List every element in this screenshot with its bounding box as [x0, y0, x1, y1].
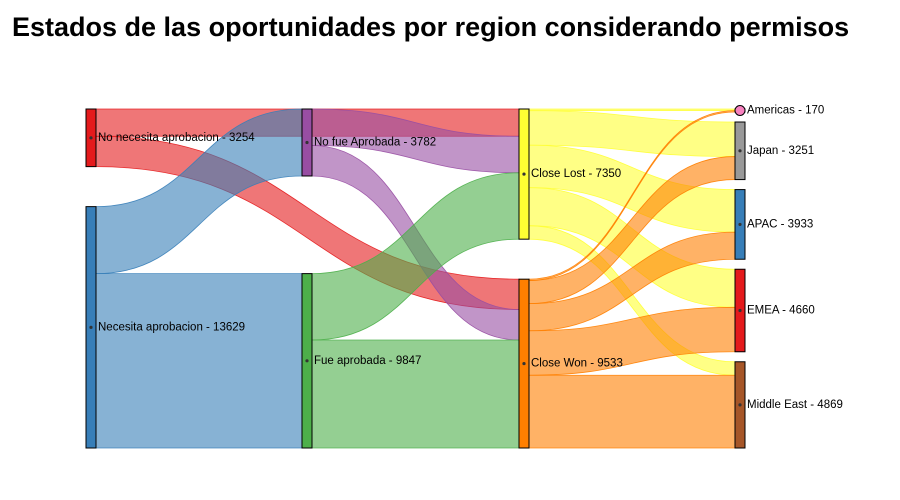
node-label-nfa: No fue Aprobada - 3782 — [314, 137, 436, 149]
node-label-jp: Japan - 3251 — [747, 145, 814, 157]
node-label-nna: No necesita aprobacion - 3254 — [98, 132, 255, 144]
link-na-fa — [95, 273, 303, 449]
node-label-cw: Close Won - 9533 — [531, 358, 623, 370]
node-dot-cl — [522, 172, 526, 176]
node-label-am: Americas - 170 — [747, 105, 824, 117]
node-dot-em — [738, 308, 742, 313]
node-dot-na — [89, 325, 93, 329]
node-dot-jp — [738, 149, 742, 153]
node-dot-fa — [305, 359, 309, 363]
node-label-ap: APAC - 3933 — [747, 218, 813, 230]
node-dot-am — [734, 105, 746, 117]
node-label-cl: Close Lost - 7350 — [531, 168, 621, 180]
link-cl-am — [528, 108, 736, 111]
labels-layer: No necesita aprobacion - 3254 Necesita ap… — [98, 105, 843, 411]
nodes-layer — [85, 105, 746, 449]
node-label-em: EMEA - 4660 — [747, 305, 815, 317]
node-dot-nna — [89, 136, 93, 140]
chart-title: Estados de las oportunidades por region … — [12, 12, 850, 42]
node-dot-me — [738, 403, 742, 407]
node-dot-ap — [738, 222, 742, 227]
links-layer — [95, 108, 736, 449]
link-cw-me — [528, 374, 736, 449]
node-label-me: Middle East - 4869 — [747, 399, 843, 411]
node-dot-cw — [522, 361, 526, 366]
node-dot-nfa — [305, 140, 309, 145]
node-label-na: Necesita aprobacion - 13629 — [98, 321, 245, 333]
node-label-fa: Fue aprobada - 9847 — [314, 355, 421, 367]
